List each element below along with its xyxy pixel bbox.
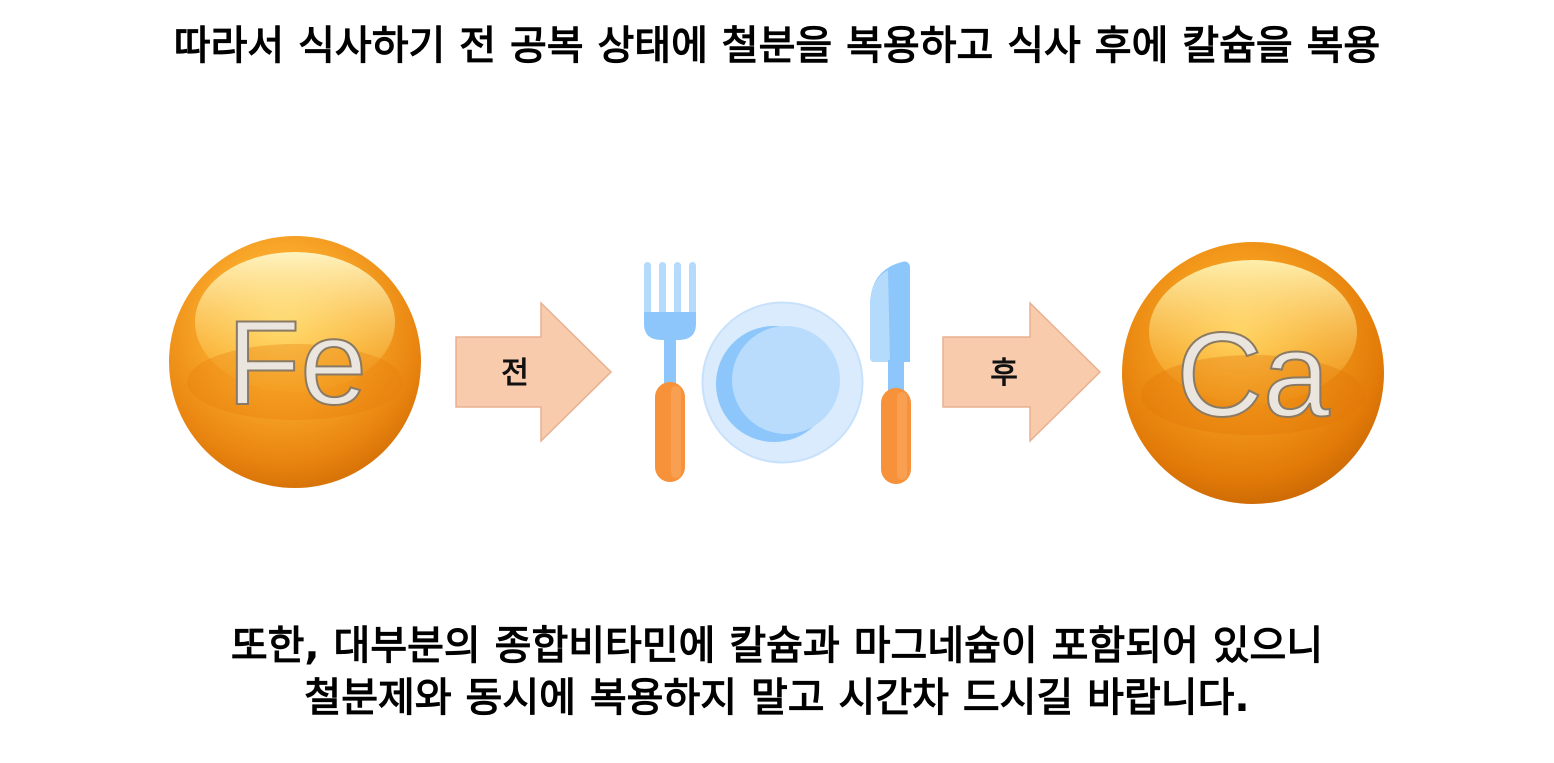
- after-arrow: 후: [942, 302, 1102, 442]
- note-line-2: 철분제와 동시에 복용하지 말고 시간차 드시길 바랍니다.: [0, 672, 1554, 724]
- fork-icon: [640, 262, 700, 486]
- after-label: 후: [990, 356, 1018, 391]
- before-label: 전: [501, 356, 529, 391]
- note-line-1: 또한, 대부분의 종합비타민에 칼슘과 마그네슘이 포함되어 있으니: [0, 620, 1554, 672]
- iron-symbol: Fe: [227, 296, 367, 430]
- iron-sphere: Fe: [165, 232, 425, 492]
- before-arrow: 전: [455, 302, 613, 442]
- calcium-symbol: Ca: [1176, 308, 1330, 442]
- plate-icon: [700, 300, 865, 465]
- top-heading: 따라서 식사하기 전 공복 상태에 철분을 복용하고 식사 후에 칼슘을 복용: [0, 20, 1554, 72]
- calcium-sphere: Ca: [1118, 240, 1388, 510]
- knife-icon: [868, 260, 924, 486]
